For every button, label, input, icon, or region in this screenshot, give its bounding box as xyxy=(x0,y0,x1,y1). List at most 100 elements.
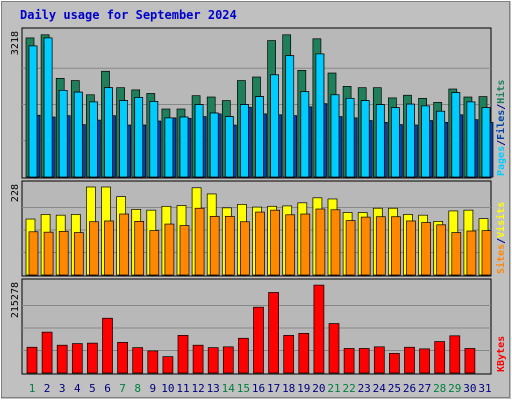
sites-bar xyxy=(345,220,356,276)
kbytes-bar xyxy=(87,342,98,374)
x-label: 8 xyxy=(134,382,141,395)
sites-bar xyxy=(89,221,99,276)
kbytes-bar xyxy=(419,348,430,374)
x-axis-labels: 1 2 3 4 5 6 7 8 9 10 11 12 13 14 15 16 17 18 19 20 21 22 23 24 2… xyxy=(29,382,492,395)
panel-visits-sites: 228 Sites/Visits xyxy=(10,180,507,277)
sites-bar xyxy=(360,216,371,276)
x-label: 3 xyxy=(59,382,66,395)
files-bar-front xyxy=(330,94,340,178)
files-bar-front xyxy=(255,96,264,178)
files-bar-front xyxy=(104,87,113,178)
sites-bar xyxy=(28,231,39,276)
legend-entry: / xyxy=(496,238,507,244)
kbytes-bar xyxy=(434,341,446,374)
files-bar-front xyxy=(421,105,430,178)
files-bar-front xyxy=(209,112,219,178)
files-bar-front xyxy=(391,107,400,178)
x-label: 29 xyxy=(448,382,461,395)
x-label: 31 xyxy=(478,382,491,395)
x-label: 30 xyxy=(463,382,476,395)
files-bar-front xyxy=(224,116,234,178)
sites-bar xyxy=(466,230,477,276)
legend-entry: Hits xyxy=(495,80,507,104)
sites-bar xyxy=(209,215,220,276)
kbytes-bar xyxy=(147,350,159,374)
sites-bar xyxy=(451,232,462,276)
sites-bar xyxy=(179,225,190,276)
chart-title: Daily usage for September 2024 xyxy=(20,8,237,22)
sites-bar xyxy=(481,230,492,276)
x-label: 4 xyxy=(74,382,81,395)
sites-bar xyxy=(300,213,311,276)
sites-bar xyxy=(406,220,416,276)
x-label: 10 xyxy=(161,382,174,395)
sites-bar xyxy=(134,221,145,276)
x-label: 12 xyxy=(191,382,204,395)
kbytes-bar xyxy=(117,341,128,374)
kbytes-bar xyxy=(464,348,476,374)
files-bar-front xyxy=(43,37,53,178)
legend: KBytes xyxy=(496,336,507,372)
x-label: 21 xyxy=(327,382,340,395)
sites-bar xyxy=(73,232,84,276)
sites-bar xyxy=(436,224,447,276)
sites-bar xyxy=(285,214,296,276)
kbytes-bar xyxy=(41,331,53,374)
files-bar-front xyxy=(73,91,83,178)
files-bar-front xyxy=(89,101,98,178)
files-bar-front xyxy=(360,100,370,178)
files-bar-front xyxy=(451,92,461,178)
panel-kbytes: 215278 KBytes xyxy=(10,278,507,375)
files-bar-front xyxy=(179,116,189,178)
sites-bar xyxy=(58,231,69,276)
x-label: 17 xyxy=(267,382,280,395)
x-label: 5 xyxy=(89,382,96,395)
files-bar-front xyxy=(270,74,279,178)
x-label: 23 xyxy=(358,382,371,395)
x-label: 11 xyxy=(176,382,189,395)
kbytes-bar xyxy=(358,348,370,374)
x-label: 7 xyxy=(119,382,126,395)
files-bar-front xyxy=(134,97,144,178)
files-bar-front xyxy=(28,45,38,178)
sites-bar xyxy=(330,209,341,276)
kbytes-bar xyxy=(268,292,279,374)
kbytes-bar xyxy=(56,344,68,374)
kbytes-bar xyxy=(449,335,461,374)
chart-panels: 3218Pages/Files/Hits228Sites/Visits21527… xyxy=(10,27,507,375)
files-bar-front xyxy=(315,53,325,178)
x-label: 9 xyxy=(149,382,156,395)
kbytes-bar xyxy=(132,347,144,374)
sites-bar xyxy=(164,223,175,276)
kbytes-bar xyxy=(373,346,385,374)
legend-entry: KBytes xyxy=(496,336,507,372)
x-label: 1 xyxy=(29,382,36,395)
y-max-label: 228 xyxy=(10,184,21,202)
x-label: 26 xyxy=(403,382,416,395)
kbytes-bar xyxy=(404,346,415,374)
sites-bar xyxy=(43,231,54,276)
kbytes-bar xyxy=(192,344,204,374)
sites-bar xyxy=(375,216,386,276)
x-label: 24 xyxy=(373,382,387,395)
x-label: 14 xyxy=(222,382,236,395)
legend-entry: Visits xyxy=(495,202,507,238)
x-label: 22 xyxy=(342,382,355,395)
x-label: 28 xyxy=(433,382,446,395)
sites-bar xyxy=(421,222,431,276)
x-label: 27 xyxy=(418,382,431,395)
sites-bar xyxy=(194,207,205,276)
x-label: 16 xyxy=(252,382,265,395)
files-bar-front xyxy=(345,97,355,178)
kbytes-bar xyxy=(283,335,295,374)
sites-bar xyxy=(224,215,235,276)
files-bar-front xyxy=(436,110,446,178)
files-bar-front xyxy=(375,104,385,178)
sites-bar xyxy=(391,216,401,276)
kbytes-bar xyxy=(328,323,340,374)
kbytes-bar xyxy=(71,343,83,374)
y-max-label: 3218 xyxy=(10,31,21,55)
sites-bar xyxy=(149,230,160,276)
